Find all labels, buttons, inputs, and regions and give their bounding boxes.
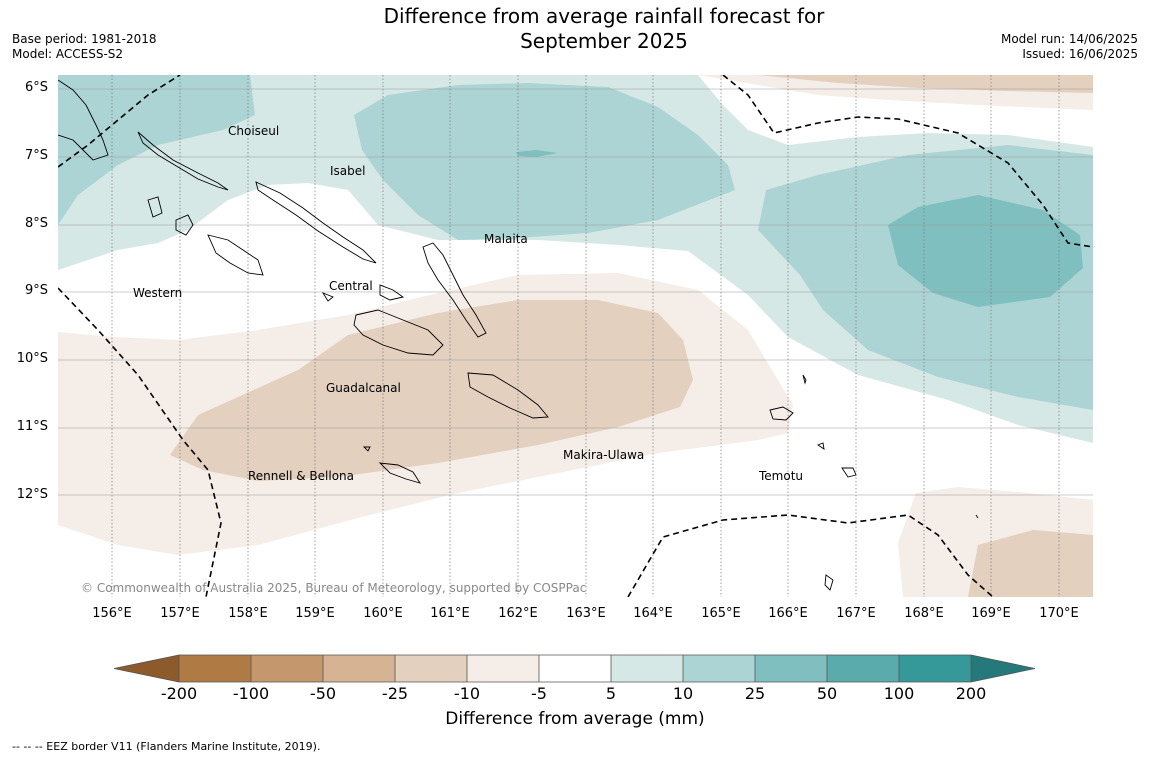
bougainville-outline	[58, 79, 109, 161]
region-label-guadalcanal: Guadalcanal	[326, 381, 401, 395]
colorbar-tick-label: -25	[381, 684, 409, 703]
lon-label-164e: 164°E	[633, 606, 673, 621]
lat-label-9s: 9°S	[24, 283, 48, 298]
lon-label-166e: 166°E	[768, 606, 808, 621]
lon-label-159e: 159°E	[295, 606, 335, 621]
colorbar-tick-label: 10	[672, 684, 694, 703]
colorbar-tick-label: 5	[605, 684, 617, 703]
wet-anomaly-mid-north	[354, 83, 735, 240]
colorbar-tick-label: 100	[883, 684, 915, 703]
colorbar-bin-6	[539, 655, 611, 682]
eez-border	[58, 75, 1093, 597]
lon-label-160e: 160°E	[363, 606, 403, 621]
map-title: Difference from average rainfall forecas…	[0, 4, 1150, 54]
dry-anomaly-mid-northeast	[758, 75, 1093, 93]
colorbar-extend-high	[971, 655, 1035, 682]
dry-anomaly-mid-south	[170, 300, 693, 481]
colorbar-tick-label: 25	[744, 684, 766, 703]
wet-anomaly-mid-west	[58, 75, 255, 225]
latitude-gridlines	[58, 88, 1093, 496]
eez-footnote: -- -- -- EEZ border V11 (Flanders Marine…	[12, 740, 321, 753]
lon-label-165e: 165°E	[701, 606, 741, 621]
lon-label-168e: 168°E	[904, 606, 944, 621]
guadalcanal-outline	[353, 309, 444, 356]
colorbar-title: Difference from average (mm)	[445, 709, 705, 729]
colorbar-tick-label: -5	[531, 684, 547, 703]
colorbar-bin-1	[179, 655, 251, 682]
region-label-makira-ulawa: Makira-Ulawa	[563, 448, 644, 462]
region-label-malaita: Malaita	[484, 232, 528, 246]
lon-label-163e: 163°E	[566, 606, 606, 621]
region-label-temotu: Temotu	[758, 469, 803, 483]
lon-label-156e: 156°E	[92, 606, 132, 621]
choiseul-outline	[137, 131, 229, 191]
lat-label-11s: 11°S	[16, 419, 48, 434]
region-label-isabel: Isabel	[330, 164, 365, 178]
colorbar-outline	[114, 654, 1036, 683]
run-info: Model run: 14/06/2025 Issued: 16/06/2025	[1001, 32, 1138, 62]
lat-label-10s: 10°S	[16, 351, 48, 366]
colorbar-bin-9	[755, 655, 827, 682]
colorbar-bin-2	[251, 655, 323, 682]
rennell-outline	[362, 446, 422, 484]
colorbar-tick-label: -200	[160, 684, 198, 703]
region-label-choiseul: Choiseul	[228, 124, 279, 138]
lon-label-158e: 158°E	[228, 606, 268, 621]
colorbar-bin-10	[827, 655, 899, 682]
lon-label-169e: 169°E	[971, 606, 1011, 621]
copyright-notice: © Commonwealth of Australia 2025, Bureau…	[81, 581, 586, 595]
colorbar-bin-8	[683, 655, 755, 682]
lon-label-161e: 161°E	[430, 606, 470, 621]
temotu-outline	[769, 374, 979, 591]
colorbar-extend-low	[114, 655, 179, 682]
region-label-rennell-bellona: Rennell & Bellona	[248, 469, 354, 483]
region-label-central: Central	[329, 279, 373, 293]
colorbar-bin-11	[899, 655, 971, 682]
lon-label-157e: 157°E	[160, 606, 200, 621]
wet-anomaly-light-band	[58, 75, 1093, 443]
title-line-1: Difference from average rainfall forecas…	[383, 4, 825, 28]
model-name: Model: ACCESS-S2	[12, 47, 124, 61]
lat-label-7s: 7°S	[24, 148, 48, 163]
colorbar	[114, 654, 1036, 683]
lon-label-167e: 167°E	[836, 606, 876, 621]
colorbar-bin-3	[323, 655, 395, 682]
lat-label-8s: 8°S	[24, 216, 48, 231]
colorbar-bin-4	[395, 655, 467, 682]
makira-outline	[467, 372, 549, 419]
colorbar-tick-label: -50	[309, 684, 337, 703]
colorbar-tick-label: 50	[816, 684, 838, 703]
lat-label-12s: 12°S	[16, 487, 48, 502]
wet-anomaly-small-patch	[516, 150, 558, 157]
wet-anomaly-strong-east	[888, 195, 1083, 307]
model-run-date: Model run: 14/06/2025	[1000, 32, 1138, 46]
island-outlines	[58, 79, 979, 591]
colorbar-tick-label: -100	[232, 684, 270, 703]
base-period: Base period: 1981-2018	[12, 32, 157, 46]
lon-label-170e: 170°E	[1039, 606, 1079, 621]
colorbar-bin-5	[467, 655, 539, 682]
longitude-gridlines	[111, 75, 1060, 597]
lon-label-162e: 162°E	[498, 606, 538, 621]
colorbar-bin-7	[611, 655, 683, 682]
lat-label-6s: 6°S	[24, 80, 48, 95]
rainfall-map: Choiseul Isabel Malaita Western Central …	[58, 75, 1093, 597]
title-line-2: September 2025	[520, 29, 688, 53]
colorbar-tick-label: 200	[955, 684, 987, 703]
malaita-outline	[422, 242, 487, 338]
central-islands-outline	[321, 284, 405, 302]
western-islands-outline	[147, 196, 264, 276]
isabel-outline	[255, 181, 377, 264]
region-label-western: Western	[133, 286, 182, 300]
model-info: Base period: 1981-2018 Model: ACCESS-S2	[12, 32, 157, 62]
dry-anomaly-mid-southeast	[968, 530, 1093, 597]
colorbar-tick-label: -10	[453, 684, 481, 703]
issued-date: Issued: 16/06/2025	[1022, 47, 1138, 61]
